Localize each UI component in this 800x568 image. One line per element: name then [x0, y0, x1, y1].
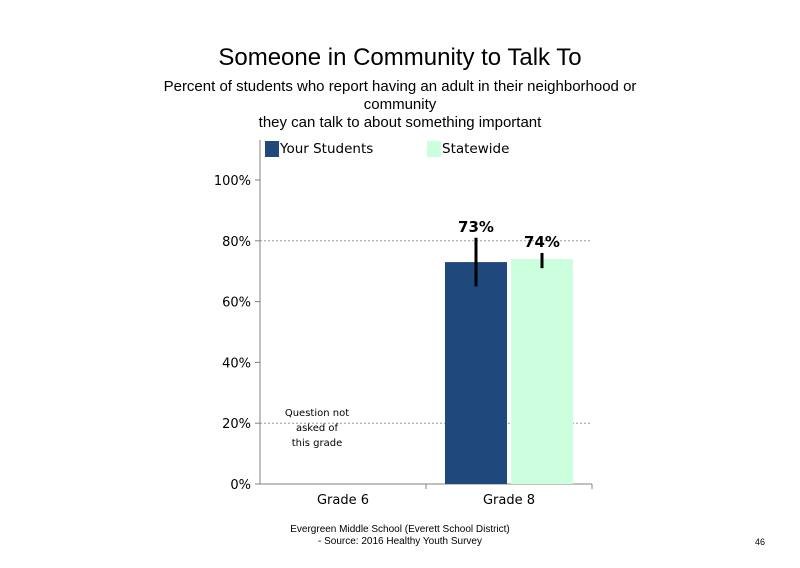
y-tick-label: 0%: [230, 478, 251, 493]
data-label: 74%: [524, 233, 560, 251]
legend-label-statewide: Statewide: [442, 141, 510, 157]
x-tick-label: Grade 6: [317, 493, 369, 508]
y-tick-label: 80%: [222, 235, 251, 250]
chart-title: Someone in Community to Talk To: [218, 44, 582, 71]
data-label: 73%: [458, 218, 494, 236]
y-tick-label: 100%: [214, 174, 251, 189]
legend-swatch-your-students: [265, 141, 279, 157]
legend-swatch-statewide: [427, 141, 441, 157]
subtitle-line-1: Percent of students who report having an…: [163, 78, 637, 95]
footer: Evergreen Middle School (Everett School …: [200, 524, 600, 548]
bar-statewide: [511, 259, 573, 484]
y-tick-label: 20%: [222, 417, 251, 432]
footer-source: - Source: 2016 Healthy Youth Survey: [318, 536, 482, 547]
subtitle-line-2: community: [363, 96, 437, 113]
footer-school: Evergreen Middle School (Everett School …: [290, 524, 510, 535]
page-number: 46: [755, 537, 766, 547]
subtitle-line-3: they can talk to about something importa…: [258, 114, 542, 131]
bar-your-students: [445, 262, 507, 484]
chart-subtitle: Percent of students who report having an…: [130, 78, 670, 132]
y-tick-label: 60%: [222, 296, 251, 311]
legend-label-your-students: Your Students: [280, 141, 374, 157]
y-tick-label: 40%: [222, 356, 251, 371]
x-tick-label: Grade 8: [483, 493, 535, 508]
annotation-line: asked of: [296, 423, 339, 434]
annotation-line: this grade: [292, 438, 343, 449]
annotation-line: Question not: [285, 408, 349, 419]
